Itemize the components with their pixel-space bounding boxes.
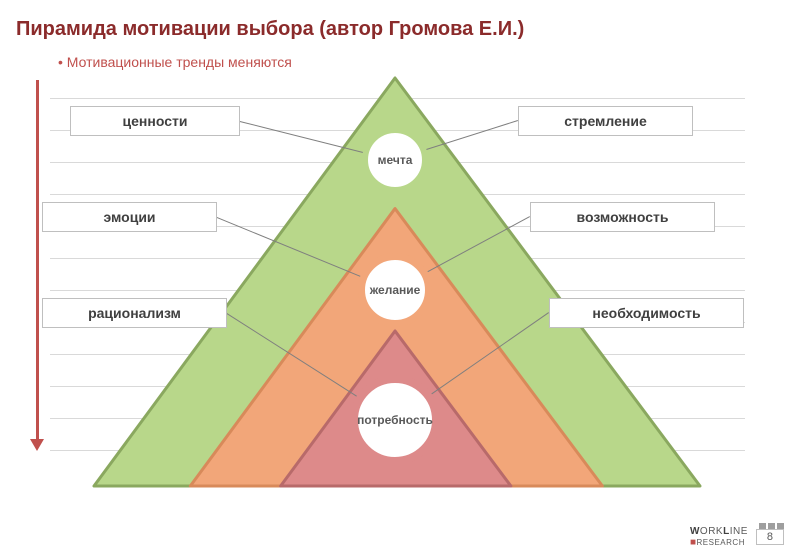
node-desire: желание — [358, 253, 432, 327]
label-rationalism: рационализм — [42, 298, 227, 328]
page-title: Пирамида мотивации выбора (автор Громова… — [16, 18, 524, 41]
node-need: потребность — [350, 375, 440, 465]
label-values: ценности — [70, 106, 240, 136]
trend-arrow-down — [30, 80, 44, 450]
node-dream: мечта — [362, 127, 428, 193]
arrow-head-icon — [30, 439, 44, 451]
subtitle: • Мотивационные тренды меняются — [58, 54, 292, 70]
subtitle-bullet: • — [58, 54, 63, 70]
label-emotions: эмоции — [42, 202, 217, 232]
label-opportunity: возможность — [530, 202, 715, 232]
page-number: 8 — [756, 529, 784, 545]
footer: WORKLINE ■RESEARCH 8 — [690, 526, 784, 548]
brand-logo: WORKLINE ■RESEARCH — [690, 526, 748, 548]
label-necessity: необходимость — [549, 298, 744, 328]
subtitle-text: Мотивационные тренды меняются — [67, 54, 292, 70]
arrow-shaft — [36, 80, 39, 440]
label-aspiration: стремление — [518, 106, 693, 136]
